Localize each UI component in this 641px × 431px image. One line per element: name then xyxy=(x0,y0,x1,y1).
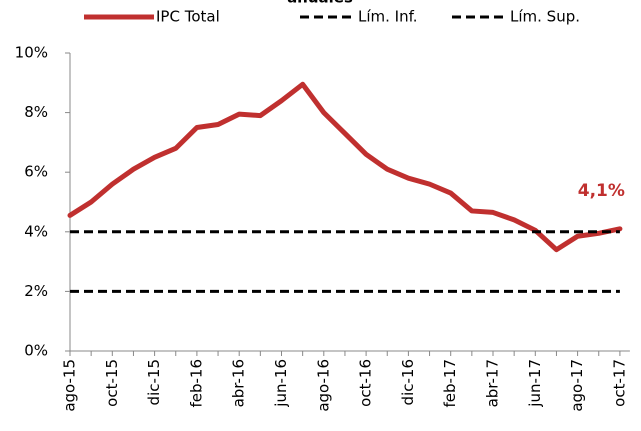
x-tick-label: dic-16 xyxy=(399,359,417,405)
legend-label: Lím. Inf. xyxy=(358,8,418,26)
y-tick-label: 4% xyxy=(24,222,48,240)
chart-title: anuales xyxy=(287,0,353,7)
y-tick-label: 8% xyxy=(24,103,48,121)
x-tick-label: ago-17 xyxy=(568,359,586,412)
x-tick-label: abr-17 xyxy=(484,359,502,407)
x-tick-label: dic-15 xyxy=(145,359,163,405)
x-tick-label: feb-17 xyxy=(441,359,459,408)
legend-label: Lím. Sup. xyxy=(510,8,580,26)
x-tick-label: ago-15 xyxy=(61,359,79,412)
data-label: 4,1% xyxy=(578,181,625,201)
y-tick-label: 10% xyxy=(15,44,48,62)
x-tick-label: feb-16 xyxy=(187,359,205,408)
series-line xyxy=(67,81,623,253)
y-tick-label: 6% xyxy=(24,163,48,181)
legend-label: IPC Total xyxy=(156,8,220,26)
x-tick-label: oct-16 xyxy=(357,359,375,407)
x-tick-label: oct-17 xyxy=(610,359,628,407)
x-tick-label: abr-16 xyxy=(230,359,248,407)
y-tick-label: 2% xyxy=(24,282,48,300)
x-tick-label: jun-17 xyxy=(526,359,544,408)
y-tick-label: 0% xyxy=(24,342,48,360)
x-tick-label: ago-16 xyxy=(314,359,332,412)
x-tick-label: jun-16 xyxy=(272,359,290,408)
x-tick-label: oct-15 xyxy=(103,359,121,407)
